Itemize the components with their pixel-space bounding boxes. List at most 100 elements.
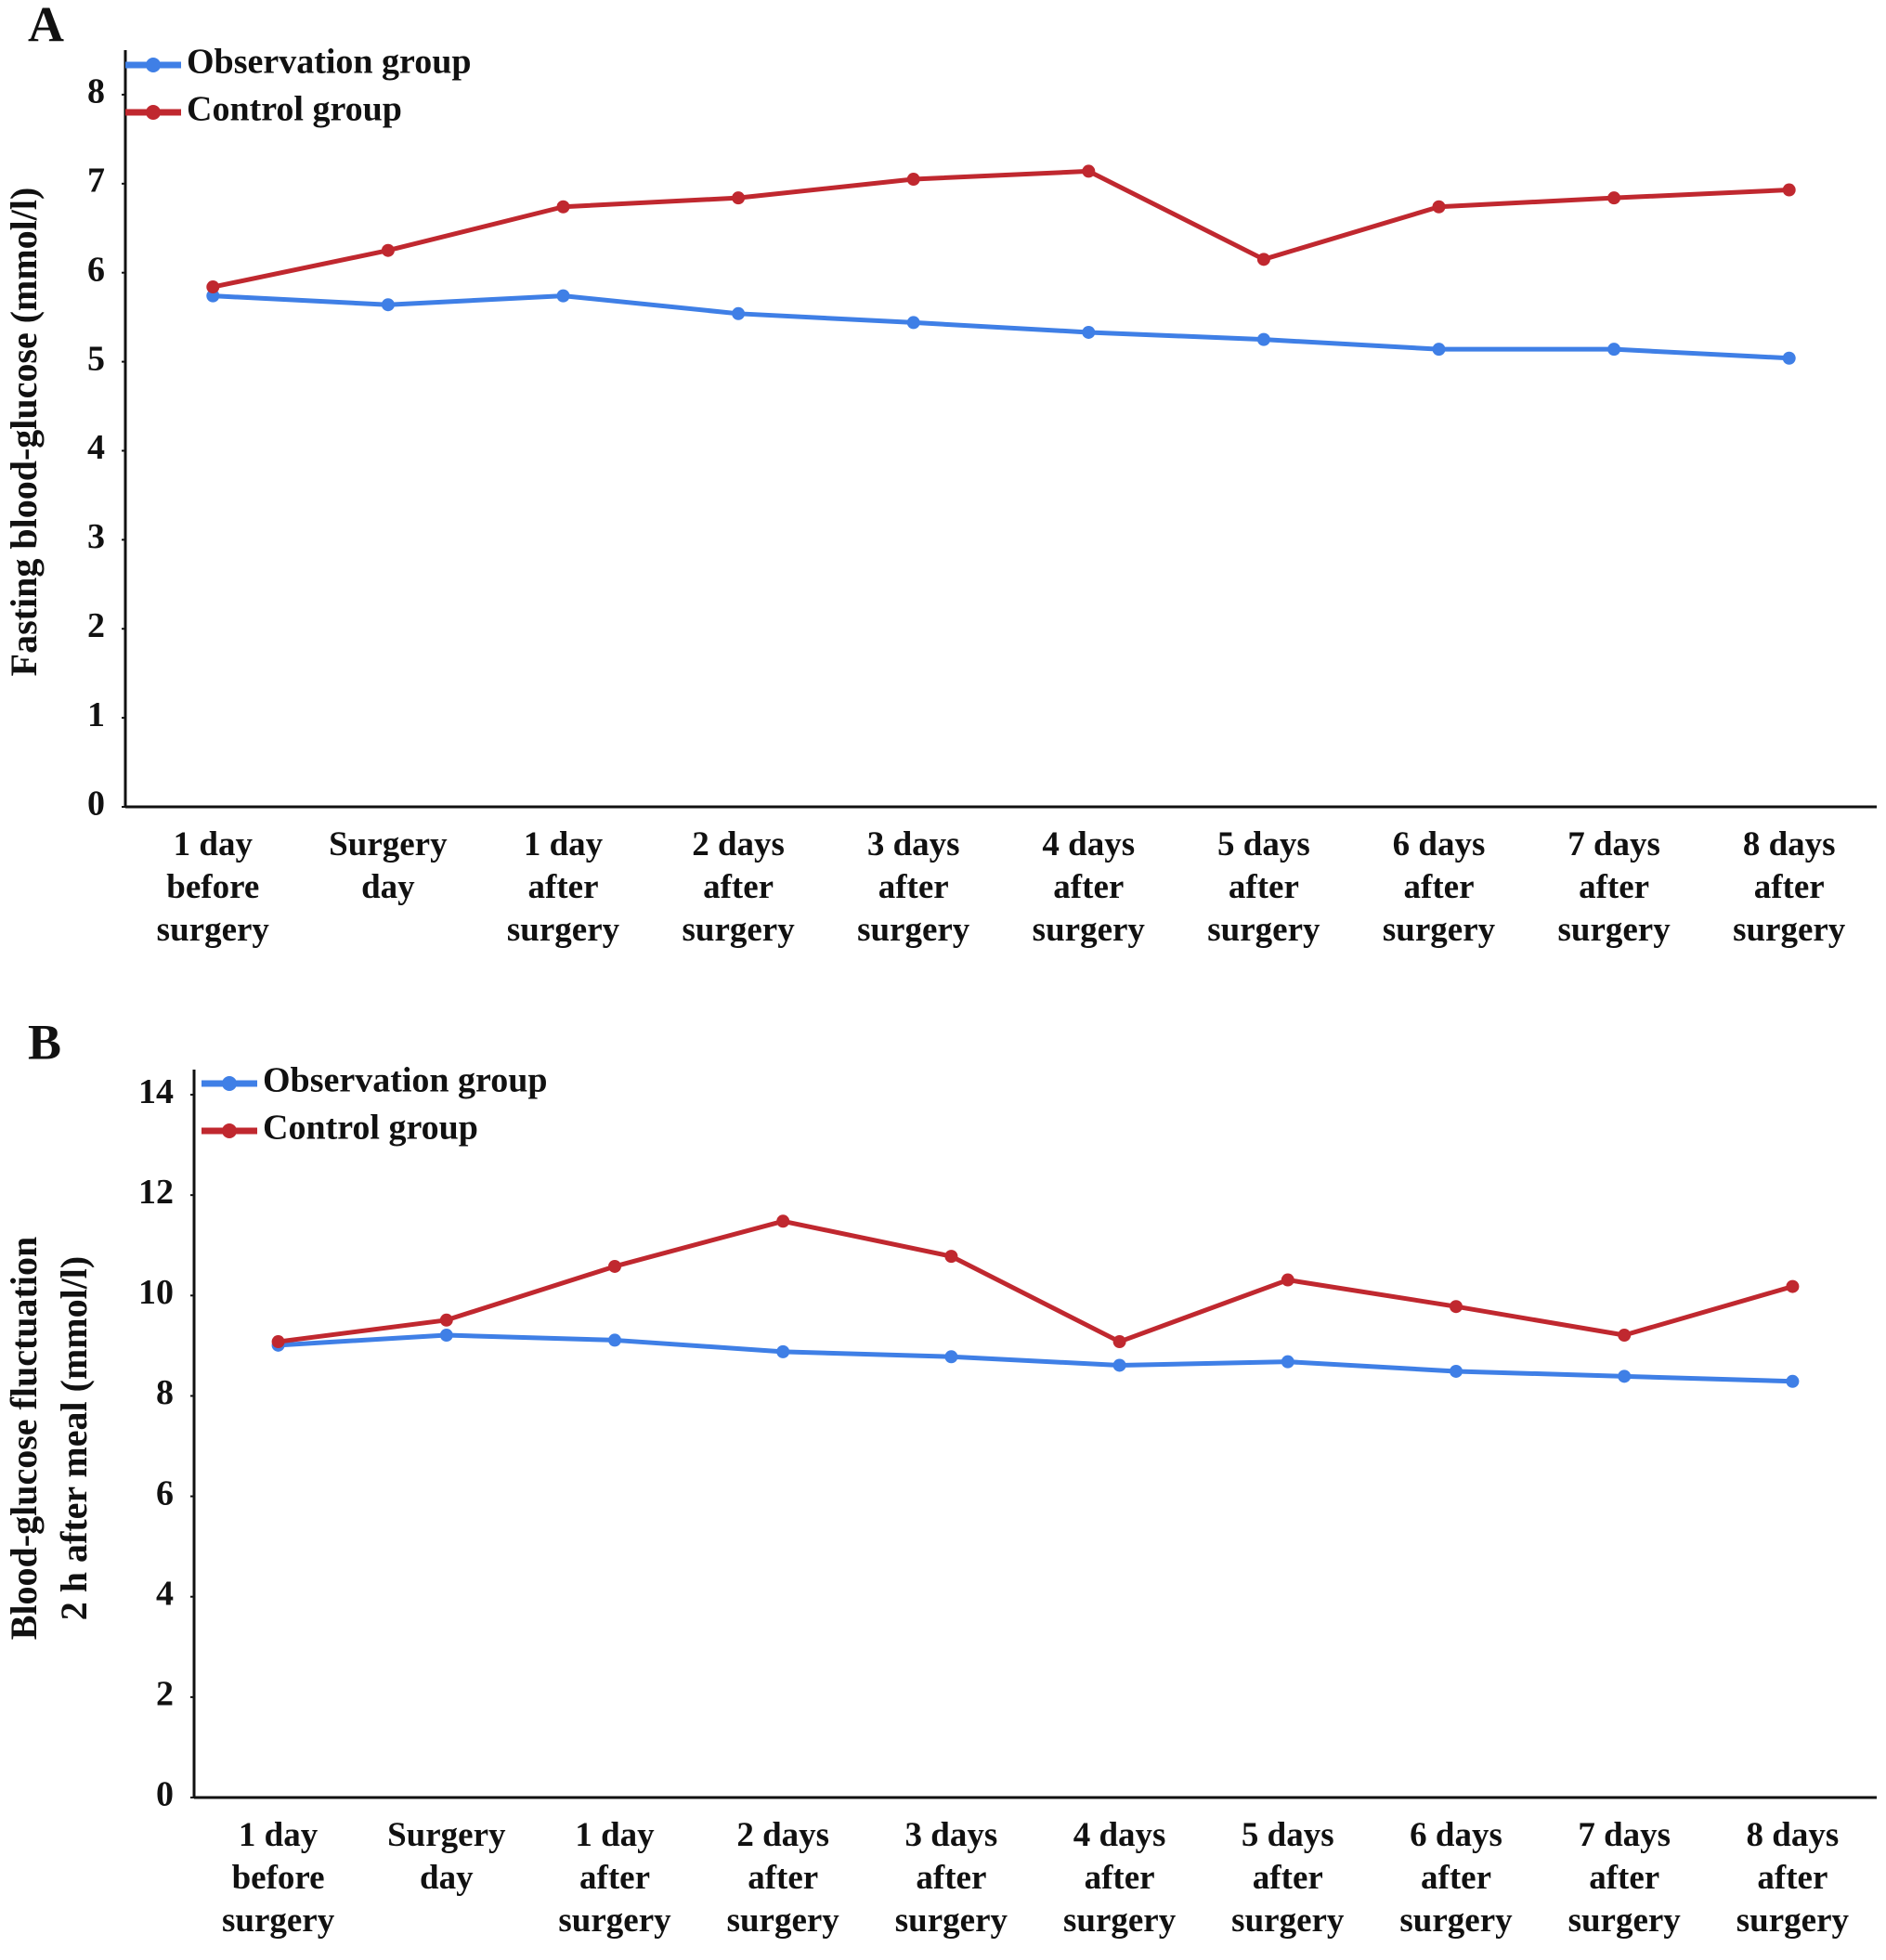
data-line — [278, 1332, 1793, 1384]
data-point — [1112, 1358, 1126, 1372]
y-axis-label: 2 h after meal (mmol/l) — [53, 1256, 95, 1620]
y-tick-label: 0 — [87, 785, 105, 824]
x-tick-label-box: 7 days after surgery — [1557, 825, 1671, 949]
x-tick-label: 1 day after surgery — [558, 1816, 671, 1940]
x-tick-label: 8 days after surgery — [1736, 1816, 1850, 1940]
data-point — [1432, 343, 1446, 357]
x-tick-label-box: 6 days after surgery — [1399, 1816, 1513, 1940]
x-tick-label: Surgery day — [387, 1816, 506, 1897]
data-point — [381, 243, 395, 257]
y-tick-label: 12 — [138, 1173, 174, 1212]
data-point — [439, 1313, 453, 1327]
x-tick-label: 3 days after surgery — [894, 1816, 1008, 1940]
x-tick-label: 4 days after surgery — [1062, 1816, 1177, 1940]
x-tick-label-box: 4 days after surgery — [1032, 825, 1145, 949]
data-point — [1256, 253, 1270, 266]
legend-marker — [146, 105, 161, 120]
data-point — [1112, 1335, 1126, 1349]
data-point — [906, 316, 920, 330]
legend-label: Observation group — [187, 43, 472, 82]
data-point — [1281, 1355, 1294, 1369]
data-point — [1281, 1273, 1294, 1287]
data-point — [1450, 1364, 1463, 1378]
y-tick-label: 1 — [87, 695, 105, 734]
x-tick-label-box: 2 days after surgery — [682, 825, 795, 949]
x-tick-label-box: 5 days after surgery — [1207, 825, 1320, 949]
x-tick-label-box: 1 day after surgery — [558, 1816, 671, 1940]
legend-marker — [222, 1123, 237, 1138]
data-point — [556, 289, 570, 303]
data-point — [944, 1350, 958, 1364]
y-tick-label: 8 — [156, 1373, 174, 1412]
x-tick-label-box: 4 days after surgery — [1062, 1816, 1177, 1940]
legend-label: Control group — [263, 1109, 478, 1148]
panel-label: B — [28, 1014, 61, 1070]
x-tick-label-box: 1 day before surgery — [221, 1816, 335, 1940]
y-tick-label: 5 — [87, 339, 105, 378]
x-tick-label-box: Surgery day — [387, 1816, 506, 1897]
y-tick-label: 7 — [87, 162, 105, 201]
x-tick-label: 2 days after surgery — [682, 825, 795, 949]
data-point — [439, 1329, 453, 1343]
x-tick-label: 1 day before surgery — [221, 1816, 335, 1940]
data-line — [278, 1218, 1794, 1344]
x-tick-label: 6 days after surgery — [1399, 1816, 1513, 1940]
y-axis-label: Fasting blood-glucose (mmol/l) — [3, 188, 45, 677]
data-point — [1256, 332, 1270, 346]
x-tick-label: 7 days after surgery — [1557, 825, 1671, 949]
data-point — [1782, 351, 1796, 365]
x-tick-label-box: 1 day after surgery — [506, 825, 620, 949]
x-tick-label: 8 days after surgery — [1733, 825, 1846, 949]
data-point — [608, 1259, 621, 1273]
y-tick-label: 2 — [156, 1675, 174, 1714]
x-tick-label-box: 3 days after surgery — [894, 1816, 1008, 1940]
data-point — [1782, 183, 1796, 197]
data-point — [206, 289, 220, 303]
y-tick-label: 6 — [87, 250, 105, 289]
legend-marker — [146, 58, 161, 72]
data-point — [271, 1335, 285, 1349]
data-point — [1082, 325, 1096, 339]
x-tick-label-box: 8 days after surgery — [1733, 825, 1846, 949]
y-tick-label: 0 — [156, 1775, 174, 1814]
x-tick-label: 4 days after surgery — [1032, 825, 1145, 949]
x-tick-label: 7 days after surgery — [1567, 1816, 1681, 1940]
x-tick-label: 2 days after surgery — [726, 1816, 839, 1940]
x-tick-label: 3 days after surgery — [857, 825, 970, 949]
y-tick-label: 4 — [156, 1574, 174, 1613]
data-point — [776, 1344, 790, 1358]
x-tick-label-box: 5 days after surgery — [1231, 1816, 1345, 1940]
x-tick-label-box: 3 days after surgery — [857, 825, 970, 949]
data-point — [1786, 1374, 1800, 1388]
y-tick-label: 4 — [87, 428, 105, 467]
data-point — [732, 191, 746, 205]
y-tick-label: 14 — [138, 1072, 174, 1111]
x-tick-label: 1 day before surgery — [156, 825, 269, 949]
data-point — [1450, 1300, 1463, 1314]
panel-label: A — [28, 0, 64, 52]
data-point — [1607, 343, 1621, 357]
data-line — [213, 293, 1789, 361]
x-tick-label: 5 days after surgery — [1231, 1816, 1345, 1940]
y-tick-label: 8 — [87, 72, 105, 111]
x-tick-label-box: 8 days after surgery — [1736, 1816, 1850, 1940]
y-tick-label: 3 — [87, 517, 105, 556]
data-point — [381, 298, 395, 312]
data-point — [1082, 164, 1096, 178]
x-tick-label-box: 6 days after surgery — [1382, 825, 1496, 949]
y-tick-label: 2 — [87, 606, 105, 645]
data-point — [944, 1250, 958, 1264]
x-tick-label-box: 1 day before surgery — [156, 825, 269, 949]
legend-marker — [222, 1076, 237, 1091]
x-tick-label: 6 days after surgery — [1382, 825, 1496, 949]
x-tick-label: 1 day after surgery — [506, 825, 620, 949]
x-tick-label-box: 2 days after surgery — [726, 1816, 839, 1940]
x-tick-label: 5 days after surgery — [1207, 825, 1320, 949]
data-point — [206, 280, 220, 294]
legend-label: Observation group — [263, 1061, 548, 1100]
x-tick-label-box: Surgery day — [329, 825, 447, 906]
data-point — [608, 1333, 621, 1347]
y-tick-label: 6 — [156, 1473, 174, 1512]
